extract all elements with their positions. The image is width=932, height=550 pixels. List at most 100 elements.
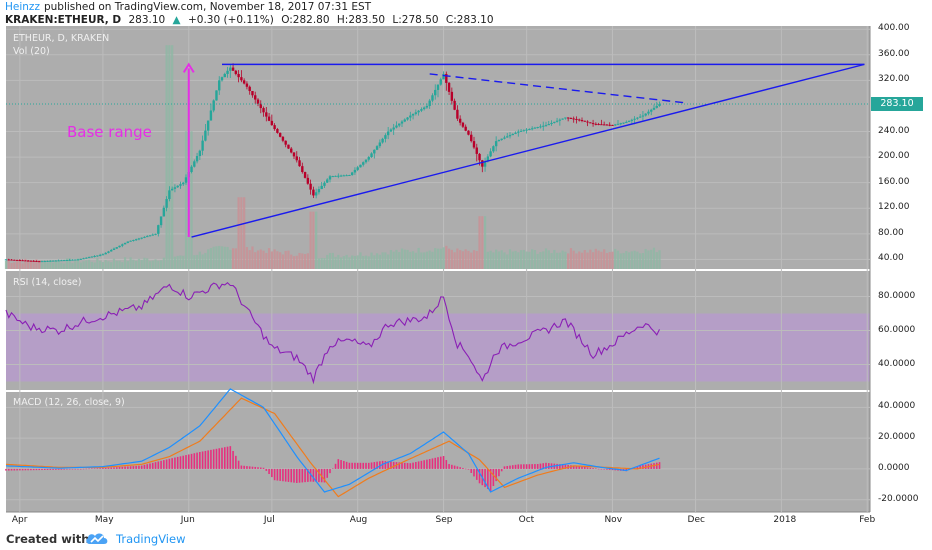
volume-bar xyxy=(256,250,260,269)
macd-histogram-bar xyxy=(79,468,82,470)
macd-histogram-bar xyxy=(509,465,511,469)
volume-bar xyxy=(107,261,110,269)
candle-body xyxy=(82,258,85,260)
macd-histogram-bar xyxy=(578,466,581,469)
macd-histogram-bar xyxy=(104,467,107,469)
candle-body xyxy=(328,176,332,180)
volume-bar xyxy=(351,255,354,269)
macd-histogram-bar xyxy=(448,464,450,469)
volume-bar xyxy=(245,247,249,269)
volume-bar xyxy=(123,257,127,269)
tradingview-brand[interactable]: TradingView xyxy=(116,532,186,546)
macd-histogram-bar xyxy=(445,460,448,469)
macd-histogram-bar xyxy=(199,452,201,469)
macd-histogram-bar xyxy=(91,468,93,469)
candle-body xyxy=(93,255,96,257)
volume-bar xyxy=(650,249,653,269)
macd-histogram-bar xyxy=(295,468,298,483)
macd-histogram-bar xyxy=(149,463,151,469)
candle-body xyxy=(348,174,351,176)
footer: Created with TradingView xyxy=(0,529,932,550)
candle-body xyxy=(184,177,188,183)
volume-bar xyxy=(140,259,143,269)
volume-bar xyxy=(168,45,171,270)
volume-bar xyxy=(503,252,506,269)
macd-histogram-bar xyxy=(536,464,539,469)
macd-histogram-bar xyxy=(68,468,71,470)
volume-bar xyxy=(442,247,445,269)
macd-histogram-bar xyxy=(157,461,160,469)
macd-histogram-bar xyxy=(287,468,290,482)
candle-body xyxy=(602,124,606,126)
author-link[interactable]: Heinzz xyxy=(5,1,40,13)
volume-bar xyxy=(184,131,188,269)
candle-body xyxy=(447,82,451,92)
candle-body xyxy=(140,237,143,239)
volume-bar xyxy=(483,216,487,269)
volume-bar xyxy=(234,248,237,269)
macd-histogram-bar xyxy=(329,468,331,474)
candle-body xyxy=(580,120,584,122)
candle-body xyxy=(420,109,423,111)
volume-bar xyxy=(317,258,321,269)
candle-body xyxy=(356,167,359,170)
candle-body xyxy=(245,83,249,87)
volume-bar xyxy=(49,259,52,269)
rsi-band xyxy=(6,313,870,382)
macd-histogram-bar xyxy=(420,460,423,469)
macd-histogram-bar xyxy=(337,459,340,469)
candle-body xyxy=(633,118,636,120)
volume-bar xyxy=(578,251,581,269)
candle-body xyxy=(461,122,465,127)
volume-bar xyxy=(472,250,476,269)
volume-bar xyxy=(57,260,60,269)
candle-body xyxy=(436,84,440,90)
volume-bar xyxy=(398,252,401,269)
volume-bar xyxy=(262,250,265,269)
macd-tick-label: 20.0000 xyxy=(878,432,916,443)
macd-histogram-bar xyxy=(298,468,301,483)
volume-bar xyxy=(406,249,409,269)
candle-body xyxy=(389,129,393,132)
volume-bar xyxy=(82,261,85,269)
candle-body xyxy=(528,128,531,130)
volume-bar xyxy=(539,252,542,269)
candle-body xyxy=(87,257,91,259)
volume-bar xyxy=(619,253,622,269)
candle-body xyxy=(306,177,310,184)
macd-histogram-bar xyxy=(30,468,32,471)
macd-histogram-bar xyxy=(276,468,279,481)
macd-histogram-bar xyxy=(370,462,373,469)
candle-body xyxy=(547,124,550,126)
macd-histogram-bar xyxy=(464,468,467,470)
volume-bar xyxy=(630,251,633,269)
candle-body xyxy=(525,129,528,131)
volume-bar xyxy=(270,251,273,269)
volume-bar xyxy=(572,250,575,269)
macd-histogram-bar xyxy=(16,468,18,471)
candle-body xyxy=(262,108,265,113)
candle-body xyxy=(179,184,182,186)
volume-bar xyxy=(207,249,210,269)
volume-bar xyxy=(547,250,550,269)
macd-histogram-bar xyxy=(24,468,27,471)
candle-body xyxy=(345,175,348,177)
volume-bar xyxy=(267,248,271,269)
candle-body xyxy=(29,260,33,262)
rsi-tick-label: 40.0000 xyxy=(878,358,916,369)
macd-histogram-bar xyxy=(503,466,506,469)
volume-bar xyxy=(367,256,370,269)
macd-histogram-bar xyxy=(193,453,196,469)
volume-bar xyxy=(389,250,393,269)
volume-bar xyxy=(542,251,545,269)
volume-bar xyxy=(622,252,625,269)
volume-bar xyxy=(489,250,492,269)
publish-line: Heinzz published on TradingView.com, Nove… xyxy=(5,1,375,13)
macd-histogram-bar xyxy=(60,468,63,470)
volume-bar xyxy=(417,247,420,269)
candle-body xyxy=(182,182,185,185)
volume-bar xyxy=(29,261,33,269)
candle-body xyxy=(561,118,564,120)
volume-bar xyxy=(90,261,93,269)
candle-body xyxy=(206,120,210,131)
